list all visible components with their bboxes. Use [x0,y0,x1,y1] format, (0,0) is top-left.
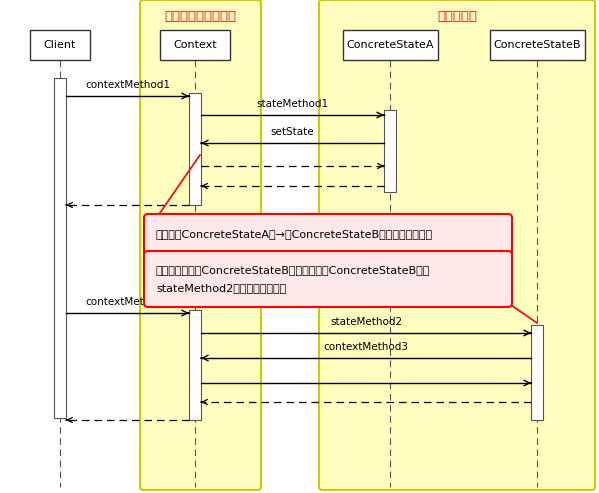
FancyBboxPatch shape [144,251,512,307]
Text: Client: Client [44,40,76,50]
Text: contextMethod2: contextMethod2 [85,297,170,307]
Text: 状態クラス: 状態クラス [437,9,477,23]
Bar [489,30,585,60]
Text: setState: setState [271,127,314,137]
Text: ConcreteStateA: ConcreteStateA [346,40,434,50]
Text: Context: Context [173,40,217,50]
Text: stateMethod1: stateMethod1 [256,99,329,109]
Text: 状態が「ConcreteStateA」→「ConcreteStateB」に遷移します。: 状態が「ConcreteStateA」→「ConcreteStateB」に遷移し… [156,230,433,240]
Bar [30,30,90,60]
Bar [343,30,437,60]
FancyBboxPatch shape [144,214,512,255]
Text: コンテキストクラス: コンテキストクラス [165,9,237,23]
Text: ConcreteStateB: ConcreteStateB [493,40,581,50]
Text: contextMethod1: contextMethod1 [85,80,170,90]
Bar [531,325,543,420]
FancyBboxPatch shape [319,0,595,490]
Bar [189,93,201,205]
Bar [160,30,230,60]
Text: 現在の状態が「ConcreteStateB」のため、「ConcreteStateB」の: 現在の状態が「ConcreteStateB」のため、「ConcreteState… [156,265,430,275]
Text: stateMethod2: stateMethod2 [330,317,402,327]
Text: contextMethod3: contextMethod3 [323,342,409,352]
Bar [189,310,201,420]
Bar [54,78,66,418]
FancyBboxPatch shape [140,0,261,490]
Bar [384,110,396,192]
Text: stateMethod2が呼出されます。: stateMethod2が呼出されます。 [156,283,286,293]
Text: コンテキストクラス: コンテキストクラス [0,492,1,493]
